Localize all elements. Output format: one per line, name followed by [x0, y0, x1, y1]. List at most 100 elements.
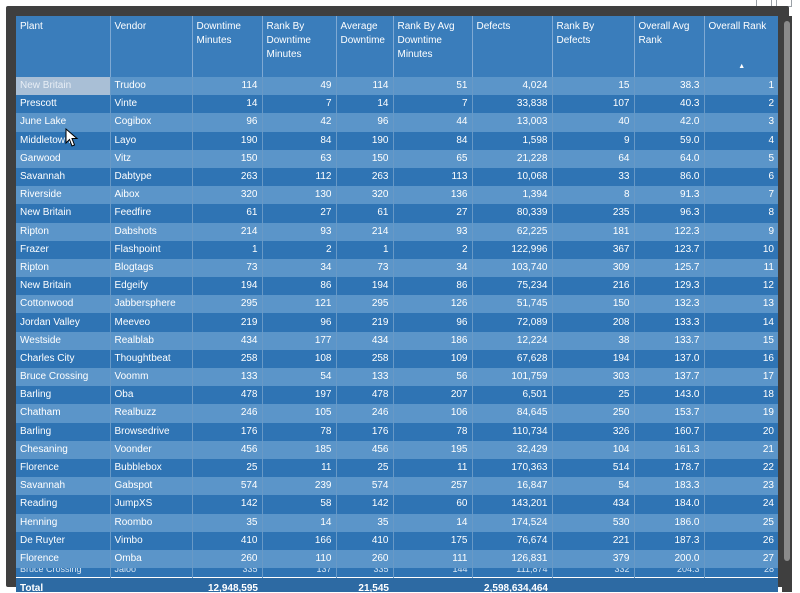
cell-overall-rank[interactable]: 12 — [704, 277, 778, 296]
cell-rank-by-defects[interactable]: 15 — [552, 77, 635, 96]
cell-rank-by-downtime[interactable]: 34 — [262, 258, 337, 278]
cell-average-downtime[interactable]: 114 — [336, 77, 394, 96]
cell-overall-rank[interactable]: 10 — [704, 240, 778, 259]
cell-average-downtime[interactable]: 263 — [336, 167, 394, 187]
cell-rank-by-downtime[interactable]: 84 — [262, 131, 337, 150]
cell-overall-rank[interactable]: 6 — [704, 167, 778, 187]
cell-rank-by-downtime[interactable]: 58 — [262, 495, 337, 514]
cell-plant[interactable]: Charles City — [16, 349, 111, 368]
cell-rank-by-downtime[interactable]: 197 — [262, 386, 337, 405]
cell-rank-by-avg-downtime[interactable]: 186 — [393, 331, 473, 350]
cell-overall-rank[interactable]: 3 — [704, 113, 778, 132]
cell-rank-by-avg-downtime[interactable]: 106 — [393, 404, 473, 423]
cell-average-downtime[interactable]: 190 — [336, 131, 394, 150]
table-row[interactable]: Ripton Dabshots 214 93 214 93 62,225 181 122.3 9 — [16, 222, 778, 241]
cell-defects[interactable]: 76,674 — [472, 531, 553, 550]
cell-defects[interactable]: 67,628 — [472, 349, 553, 368]
cell-rank-by-defects[interactable]: 208 — [552, 313, 635, 332]
cell-vendor[interactable]: Blogtags — [110, 258, 193, 278]
table-row[interactable]: New Britain Feedfire 61 27 61 27 80,339 235 96.3… — [16, 204, 778, 223]
cell-rank-by-defects[interactable]: 25 — [552, 386, 635, 405]
cell-downtime-minutes[interactable]: 219 — [192, 313, 263, 332]
cell-rank-by-downtime[interactable]: 14 — [262, 513, 337, 532]
cell-overall-avg-rank[interactable]: 137.0 — [634, 349, 705, 368]
table-row[interactable]: Cottonwood Jabbersphere 295 121 295 126 51,745… — [16, 295, 778, 314]
cell-defects[interactable]: 13,003 — [472, 113, 553, 132]
cell-vendor[interactable]: Dabtype — [110, 167, 193, 187]
cell-overall-rank[interactable]: 18 — [704, 386, 778, 405]
table-row-partial[interactable]: Bruce Crossing Jaloo 335 137 335 144 111,874 33… — [16, 568, 778, 578]
cell-rank-by-defects[interactable]: 250 — [552, 404, 635, 423]
cell-rank-by-avg-downtime[interactable]: 257 — [393, 477, 473, 496]
table-row[interactable]: Garwood Vitz 150 63 150 65 21,228 64 64.0 5 — [16, 149, 778, 168]
cell-vendor[interactable]: Browsedrive — [110, 422, 193, 441]
table-row[interactable]: June Lake Cogibox 96 42 96 44 13,003 40 42.0 3 — [16, 113, 778, 132]
cell-overall-rank[interactable]: 27 — [704, 549, 778, 569]
cell-downtime-minutes[interactable]: 478 — [192, 386, 263, 405]
cell-rank-by-downtime[interactable]: 177 — [262, 331, 337, 350]
cell-rank-by-defects[interactable]: 326 — [552, 422, 635, 441]
cell-average-downtime[interactable]: 320 — [336, 186, 394, 205]
cell-rank-by-avg-downtime[interactable]: 195 — [393, 440, 473, 459]
cell-vendor[interactable]: Realblab — [110, 331, 193, 350]
cell-average-downtime[interactable]: 133 — [336, 368, 394, 387]
cell-overall-avg-rank[interactable]: 86.0 — [634, 167, 705, 187]
cell-rank-by-defects[interactable]: 235 — [552, 204, 635, 223]
cell-defects[interactable]: 12,224 — [472, 331, 553, 350]
cell-vendor[interactable]: Meeveo — [110, 313, 193, 332]
cell-defects[interactable]: 4,024 — [472, 77, 553, 96]
cell-overall-rank[interactable]: 24 — [704, 495, 778, 514]
cell-defects[interactable]: 75,234 — [472, 277, 553, 296]
cell-downtime-minutes[interactable]: 142 — [192, 495, 263, 514]
cell-average-downtime[interactable]: 295 — [336, 295, 394, 314]
cell-vendor[interactable]: Dabshots — [110, 222, 193, 241]
cell-overall-avg-rank[interactable]: 137.7 — [634, 368, 705, 387]
cell-rank-by-downtime[interactable]: 54 — [262, 368, 337, 387]
cell-defects[interactable]: 1,394 — [472, 186, 553, 205]
cell-overall-rank[interactable]: 15 — [704, 331, 778, 350]
column-header-rank-by-defects[interactable]: Rank By Defects — [552, 16, 635, 77]
cell-average-downtime[interactable]: 14 — [336, 95, 394, 114]
cell-plant[interactable]: June Lake — [16, 113, 111, 132]
cell-overall-avg-rank[interactable]: 129.3 — [634, 277, 705, 296]
cell-overall-avg-rank[interactable]: 143.0 — [634, 386, 705, 405]
column-header-average-downtime[interactable]: Average Downtime — [336, 16, 394, 77]
cell-overall-avg-rank[interactable]: 132.3 — [634, 295, 705, 314]
cell-downtime-minutes[interactable]: 574 — [192, 477, 263, 496]
cell-overall-rank[interactable]: 25 — [704, 513, 778, 532]
cell-overall-avg-rank[interactable]: 183.3 — [634, 477, 705, 496]
cell-downtime-minutes[interactable]: 176 — [192, 422, 263, 441]
cell-average-downtime[interactable]: 260 — [336, 549, 394, 569]
cell-vendor[interactable]: Roombo — [110, 513, 193, 532]
cell-overall-avg-rank[interactable]: 96.3 — [634, 204, 705, 223]
cell-downtime-minutes[interactable]: 14 — [192, 95, 263, 114]
cell-rank-by-downtime[interactable]: 108 — [262, 349, 337, 368]
cell-downtime-minutes[interactable]: 260 — [192, 549, 263, 569]
cell-average-downtime[interactable]: 1 — [336, 240, 394, 259]
cell-downtime-minutes[interactable]: 133 — [192, 368, 263, 387]
table-row[interactable]: Riverside Aibox 320 130 320 136 1,394 8 91.3 7 — [16, 186, 778, 205]
cell-rank-by-avg-downtime[interactable]: 7 — [393, 95, 473, 114]
cell-overall-rank[interactable]: 16 — [704, 349, 778, 368]
cell-defects[interactable]: 51,745 — [472, 295, 553, 314]
cell-vendor[interactable]: Edgeify — [110, 277, 193, 296]
cell-rank-by-downtime[interactable]: 78 — [262, 422, 337, 441]
cell-rank-by-avg-downtime[interactable]: 11 — [393, 458, 473, 478]
cell-plant[interactable]: New Britain — [16, 277, 111, 296]
cell-overall-rank[interactable]: 14 — [704, 313, 778, 332]
cell-rank-by-defects[interactable]: 514 — [552, 458, 635, 478]
cell-vendor[interactable]: Feedfire — [110, 204, 193, 223]
cell-rank-by-defects[interactable]: 216 — [552, 277, 635, 296]
table-row[interactable]: Chatham Realbuzz 246 105 246 106 84,645 250 153.… — [16, 404, 778, 423]
cell-downtime-minutes[interactable]: 410 — [192, 531, 263, 550]
cell-plant[interactable]: Westside — [16, 331, 111, 350]
cell-average-downtime[interactable]: 194 — [336, 277, 394, 296]
column-header-rank-by-avg-downtime[interactable]: Rank By Avg Downtime Minutes — [393, 16, 473, 77]
cell-rank-by-defects[interactable]: 221 — [552, 531, 635, 550]
cell-rank-by-downtime[interactable]: 49 — [262, 77, 337, 96]
cell-downtime-minutes[interactable]: 434 — [192, 331, 263, 350]
cell-rank-by-defects[interactable]: 181 — [552, 222, 635, 241]
cell-rank-by-defects[interactable]: 309 — [552, 258, 635, 278]
cell-plant[interactable]: Garwood — [16, 149, 111, 168]
cell-downtime-minutes[interactable]: 295 — [192, 295, 263, 314]
